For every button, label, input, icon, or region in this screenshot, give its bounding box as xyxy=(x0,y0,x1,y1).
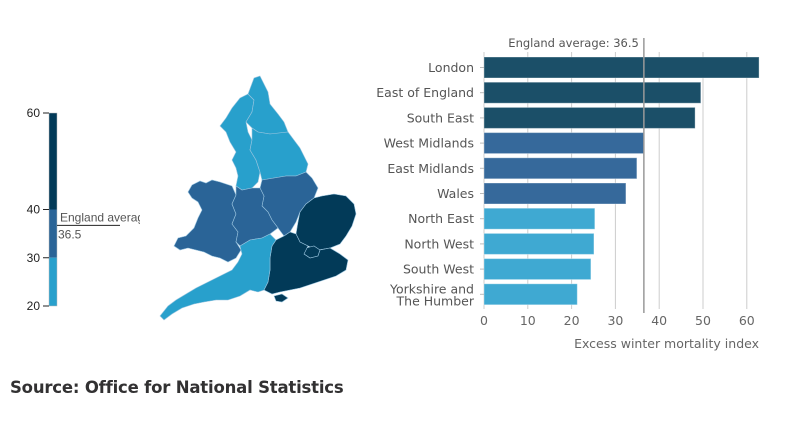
england-average-label: England average: 36.5 xyxy=(508,36,639,50)
bar-east-of-england[interactable] xyxy=(483,81,702,104)
map-region-east-of-england[interactable] xyxy=(295,193,357,251)
category-label: East Midlands xyxy=(387,161,474,176)
category-label: Wales xyxy=(437,186,474,201)
bar-london[interactable] xyxy=(483,56,760,79)
regional-map xyxy=(159,75,357,321)
category-label: North East xyxy=(408,211,474,226)
x-axis-tick-label: 40 xyxy=(651,313,667,328)
legend-band-1 xyxy=(49,209,57,258)
x-axis-tick-label: 10 xyxy=(520,313,536,328)
x-axis-tick-label: 20 xyxy=(564,313,580,328)
category-label: South West xyxy=(403,262,474,277)
legend-tick-label: 60 xyxy=(27,106,41,120)
category-label: South East xyxy=(407,110,474,125)
map-region-wales[interactable] xyxy=(173,179,242,263)
category-label: The Humber xyxy=(396,293,475,308)
source-caption: Source: Office for National Statistics xyxy=(10,378,344,397)
bar-north-west[interactable] xyxy=(483,232,595,255)
bar-wales[interactable] xyxy=(483,182,627,205)
map-region-south-west[interactable] xyxy=(159,233,277,321)
bar-south-east[interactable] xyxy=(483,106,696,129)
legend-average-value: 36.5 xyxy=(58,227,82,241)
category-label: West Midlands xyxy=(384,136,474,151)
bar-west-midlands[interactable] xyxy=(483,132,645,155)
bar-north-east[interactable] xyxy=(483,207,596,230)
legend-tick-label: 20 xyxy=(27,299,41,313)
bar-chart: 0 10 20 30 40 50 60 London East of England South … xyxy=(376,36,760,351)
bar-south-west[interactable] xyxy=(483,258,592,281)
legend-tick-label: 30 xyxy=(27,251,41,265)
x-axis-tick-label: 50 xyxy=(695,313,711,328)
legend-tick-label: 40 xyxy=(27,203,41,217)
x-axis-tick-label: 30 xyxy=(607,313,623,328)
category-label: London xyxy=(428,60,474,75)
category-label: Yorkshire and xyxy=(389,281,474,296)
bar-east-midlands[interactable] xyxy=(483,157,638,180)
legend-band-0 xyxy=(49,113,57,210)
legend-average-label: England average xyxy=(60,210,140,224)
bar-yorkshire-and-the-humber[interactable] xyxy=(483,283,578,306)
legend-band-2 xyxy=(49,257,57,306)
map-region-isle-of-wight xyxy=(273,293,289,303)
x-axis-title: Excess winter mortality index xyxy=(574,336,759,351)
x-axis-tick-label: 0 xyxy=(480,313,488,328)
x-axis-tick-label: 60 xyxy=(739,313,755,328)
category-label: East of England xyxy=(376,85,474,100)
color-scale-legend: 60 40 30 20 England average 36.5 xyxy=(27,106,140,313)
category-label: North West xyxy=(404,236,474,251)
